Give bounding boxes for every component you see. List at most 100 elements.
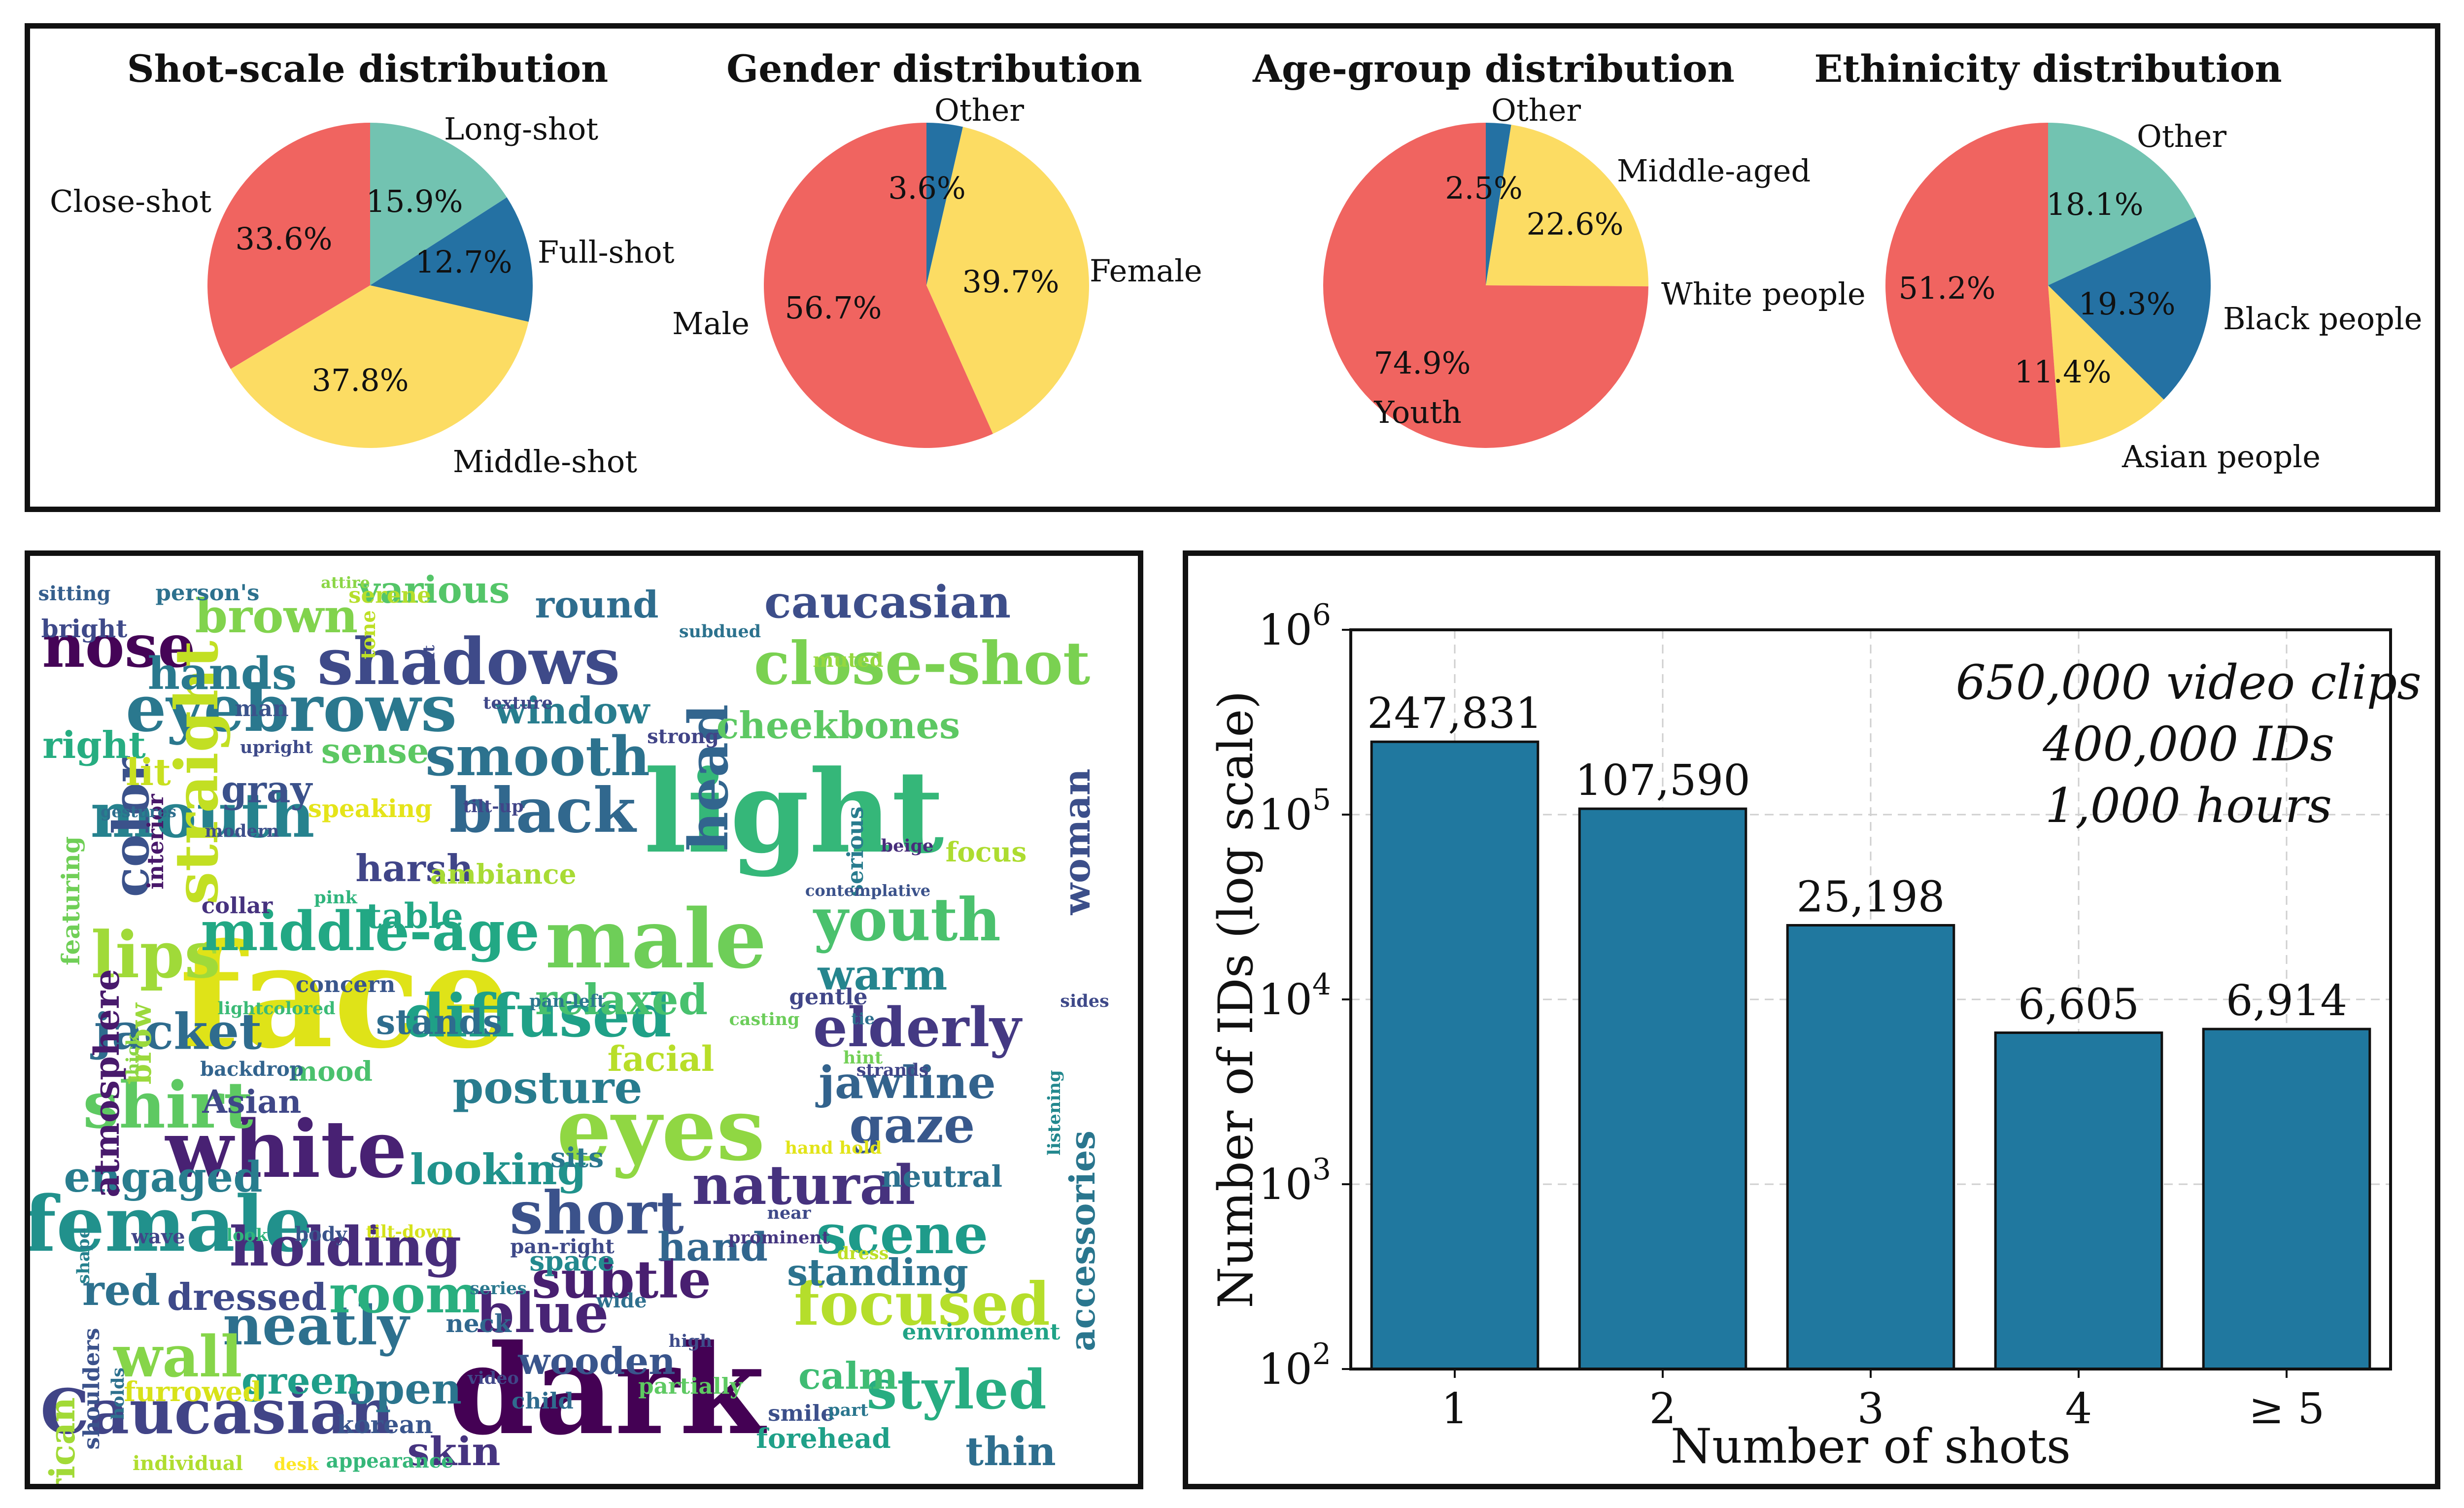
y-tick-base: 10 [1258,975,1312,1025]
word-cloud-word: strong [647,725,719,748]
word-cloud-word: smile [768,1400,835,1426]
word-cloud-word: brown [195,589,358,644]
word-cloud-word: cheekbones [717,704,960,747]
word-cloud-word: environment [902,1319,1061,1345]
pie-slice-percent: 12.7% [415,244,513,280]
pie-slice [1486,123,1511,285]
word-cloud-word: wall [113,1324,242,1390]
word-cloud-word: caucasian [764,576,1011,628]
word-cloud-word: round [535,583,658,626]
word-cloud-word: partially [638,1373,744,1399]
pie-slice [231,285,529,448]
word-cloud-word: dark [448,1317,767,1462]
pie-slice-percent: 74.9% [1374,345,1471,381]
word-cloud-word: green [241,1359,361,1403]
word-cloud-word: serene [348,582,431,608]
word-cloud-word: scene [817,1202,989,1266]
word-cloud-word: facial [608,1038,715,1079]
word-cloud-word: attire [321,573,370,592]
word-cloud-word: smooth [425,724,650,788]
word-cloud-word: warm [818,951,948,1000]
word-cloud-word: bright [41,614,128,643]
word-cloud-word: atmosphere [86,969,127,1198]
pie-slice-percent: 19.3% [2079,286,2176,322]
word-cloud-word: wave [131,1225,185,1248]
word-cloud-word: African [42,1397,83,1484]
word-cloud-word: white [165,1103,408,1196]
word-cloud-word: mouth [90,780,314,852]
pie-slice-percent: 3.6% [888,170,966,206]
word-cloud-word: harsh [355,847,473,890]
word-cloud-word: wide [595,1289,647,1312]
y-tick-label: 105 [1258,783,1331,840]
bar-value-label: 107,590 [1575,756,1750,805]
pie-slice-label: Other [934,92,1024,128]
word-cloud-word: serious [842,807,868,897]
pie-slice-percent: 39.7% [962,264,1060,300]
pie-slice-label: Youth [1373,394,1462,430]
word-cloud-word: mood [289,1055,373,1087]
pie-slice [1885,123,2060,448]
word-cloud-word: neatly [223,1294,411,1357]
pie-slice-label: Other [1491,92,1581,128]
pie-charts-panel: Shot-scale distribution Long-shot 15.9% Ful… [25,23,2440,512]
word-cloud-word: face [179,913,512,1080]
word-cloud-word: calm [798,1354,898,1398]
word-cloud-word: middle-age [201,899,540,963]
word-cloud-word: appearance [326,1449,453,1473]
pie-slice [370,123,507,285]
word-cloud-word: hint [843,1048,883,1068]
pie-slice [207,122,370,369]
word-cloud-word: neutral [881,1160,1002,1194]
word-cloud-word: looking [410,1145,586,1195]
y-tick-label: 103 [1258,1152,1331,1209]
word-cloud-word: forehead [756,1422,890,1454]
word-cloud-word: series [470,1278,527,1299]
pie-slice [1486,125,1648,287]
word-cloud-word: diffused [404,981,671,1051]
pie-slice-percent: 33.6% [236,221,333,257]
word-cloud-word: accessories [1062,1131,1103,1351]
word-cloud-word: subdued [679,621,761,642]
pie-slice-label: Female [1090,253,1202,289]
word-cloud-word: head [677,704,740,851]
pie-slice-percent: 18.1% [2047,186,2144,222]
pie-slice-label: Asian people [2122,439,2321,475]
word-cloud-word: gestures [101,802,176,821]
word-cloud-word: man [235,695,289,721]
word-cloud-word: sitting [38,582,111,605]
word-cloud-word: gray [221,768,313,811]
word-cloud-word: casting [729,1009,799,1029]
word-cloud-word: lips [91,917,221,993]
pie-slice-label: Other [2137,118,2226,154]
word-cloud-word: pan-left [529,991,605,1011]
word-cloud-word: space [529,1245,615,1277]
word-cloud-word: ambiance [430,858,576,890]
word-cloud-word: window [494,689,651,732]
word-cloud-word: table [366,895,463,936]
word-cloud-word: desk [274,1454,319,1474]
pie-charts-svg: Shot-scale distribution Long-shot 15.9% Ful… [50,47,2422,480]
word-cloud-word: pink [314,888,357,908]
word-cloud-word: interior [142,793,169,890]
word-cloud-word: tie [851,1009,874,1028]
word-cloud-word: styled [866,1358,1046,1421]
word-cloud-word: standing [787,1251,968,1294]
x-tick-label: 4 [2065,1384,2092,1434]
word-cloud-svg: facedarklightwhitemaleeyesshadowsfemalee… [30,568,1109,1484]
x-tick-label: 3 [1857,1384,1884,1434]
word-cloud-word: youth [813,885,1001,955]
word-cloud-word: speaking [308,794,432,823]
word-cloud-word: jawline [815,1057,995,1109]
word-cloud-word: texture [483,693,553,713]
bar [1786,924,1955,1371]
pie-slice-percent: 37.8% [312,362,409,398]
word-cloud-word: shirt [83,1067,253,1143]
word-cloud-word: brow [124,1002,158,1085]
pie-slice-label: White people [1661,276,1866,312]
pie-slice-percent: 22.6% [1527,206,1624,242]
bar-chart-panel: 247,831 1 107,590 2 25,198 3 6,605 4 6,914 ≥ 5 102… [1183,550,2440,1489]
bar-value-label: 6,914 [2226,976,2347,1026]
